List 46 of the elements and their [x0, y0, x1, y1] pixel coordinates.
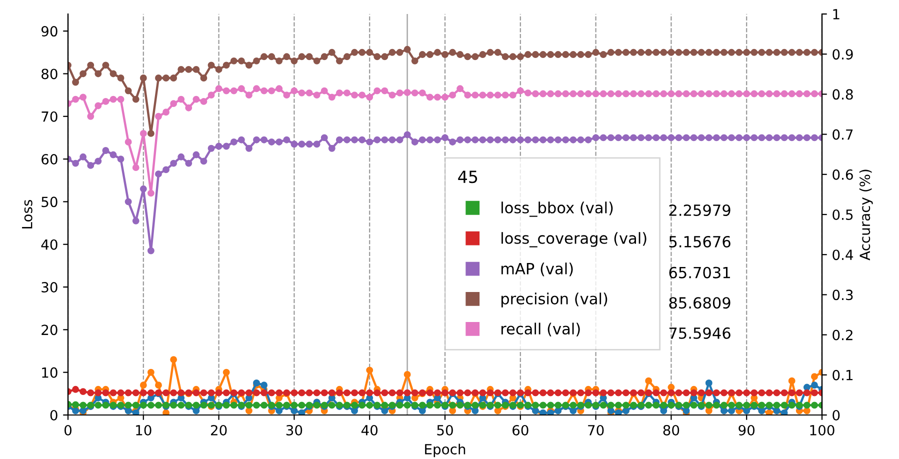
y-tick-label: 50: [42, 196, 58, 208]
annotation: 5.15676: [669, 236, 730, 248]
legend-title: 45: [458, 170, 478, 184]
x-tick-label: 70: [588, 424, 604, 436]
x-tick-label: 10: [136, 424, 152, 436]
legend-label: loss_coverage (val): [502, 232, 646, 248]
y-tick-label: 0: [50, 410, 58, 420]
y-tick-label: 10: [42, 367, 58, 378]
y2-tick-label: 0.2: [832, 330, 852, 340]
annotation: 85.6809: [669, 297, 730, 309]
legend-label: recall (val): [501, 322, 580, 336]
y-tick-label: 80: [42, 68, 58, 80]
y-tick-label: 20: [42, 324, 58, 336]
x-tick-label: 20: [210, 424, 227, 436]
y2-tick-label: 0.5: [832, 209, 853, 220]
y-tick-label: 70: [42, 111, 58, 122]
y2-tick-label: 0.7: [832, 129, 853, 140]
y2-tick-label: 0.6: [832, 169, 853, 180]
x-tick-label: 60: [512, 424, 528, 436]
legend-label: mAP (val): [501, 262, 573, 276]
y-tick-label: 90: [41, 26, 58, 37]
annotation: 65.7031: [669, 266, 730, 278]
x-tick-label: 90: [738, 424, 755, 436]
y2-tick-label: 0.3: [832, 290, 853, 300]
y2-tick-label: 0.9: [832, 49, 853, 60]
y2-axis-title: Accuracy (%): [859, 170, 873, 260]
y2-tick-label: 0.8: [832, 89, 853, 100]
x-tick-label: 0: [64, 424, 72, 436]
annotation: 2.25979: [669, 204, 730, 216]
y2-tick-label: 0: [832, 410, 840, 420]
y-axis-title: Loss: [22, 200, 32, 228]
legend-label: precision (val): [501, 292, 608, 308]
x-tick-label: 30: [286, 424, 302, 436]
legend-label: loss_bbox (val): [502, 202, 613, 217]
y2-tick-label: 0.1: [832, 370, 853, 380]
y-tick-label: 40: [41, 239, 58, 250]
x-tick-label: 100: [810, 424, 834, 436]
x-tick-label: 50: [437, 424, 453, 436]
x-tick-label: 40: [361, 424, 378, 436]
y2-tick-label: 0.4: [832, 250, 854, 260]
annotation: 75.5946: [669, 327, 730, 339]
x-axis-title: Epoch: [425, 444, 466, 458]
y-tick-label: 30: [42, 282, 58, 292]
y-tick-label: 60: [42, 154, 58, 165]
y2-tick-label: 1: [833, 9, 840, 20]
x-tick-label: 80: [663, 424, 680, 436]
